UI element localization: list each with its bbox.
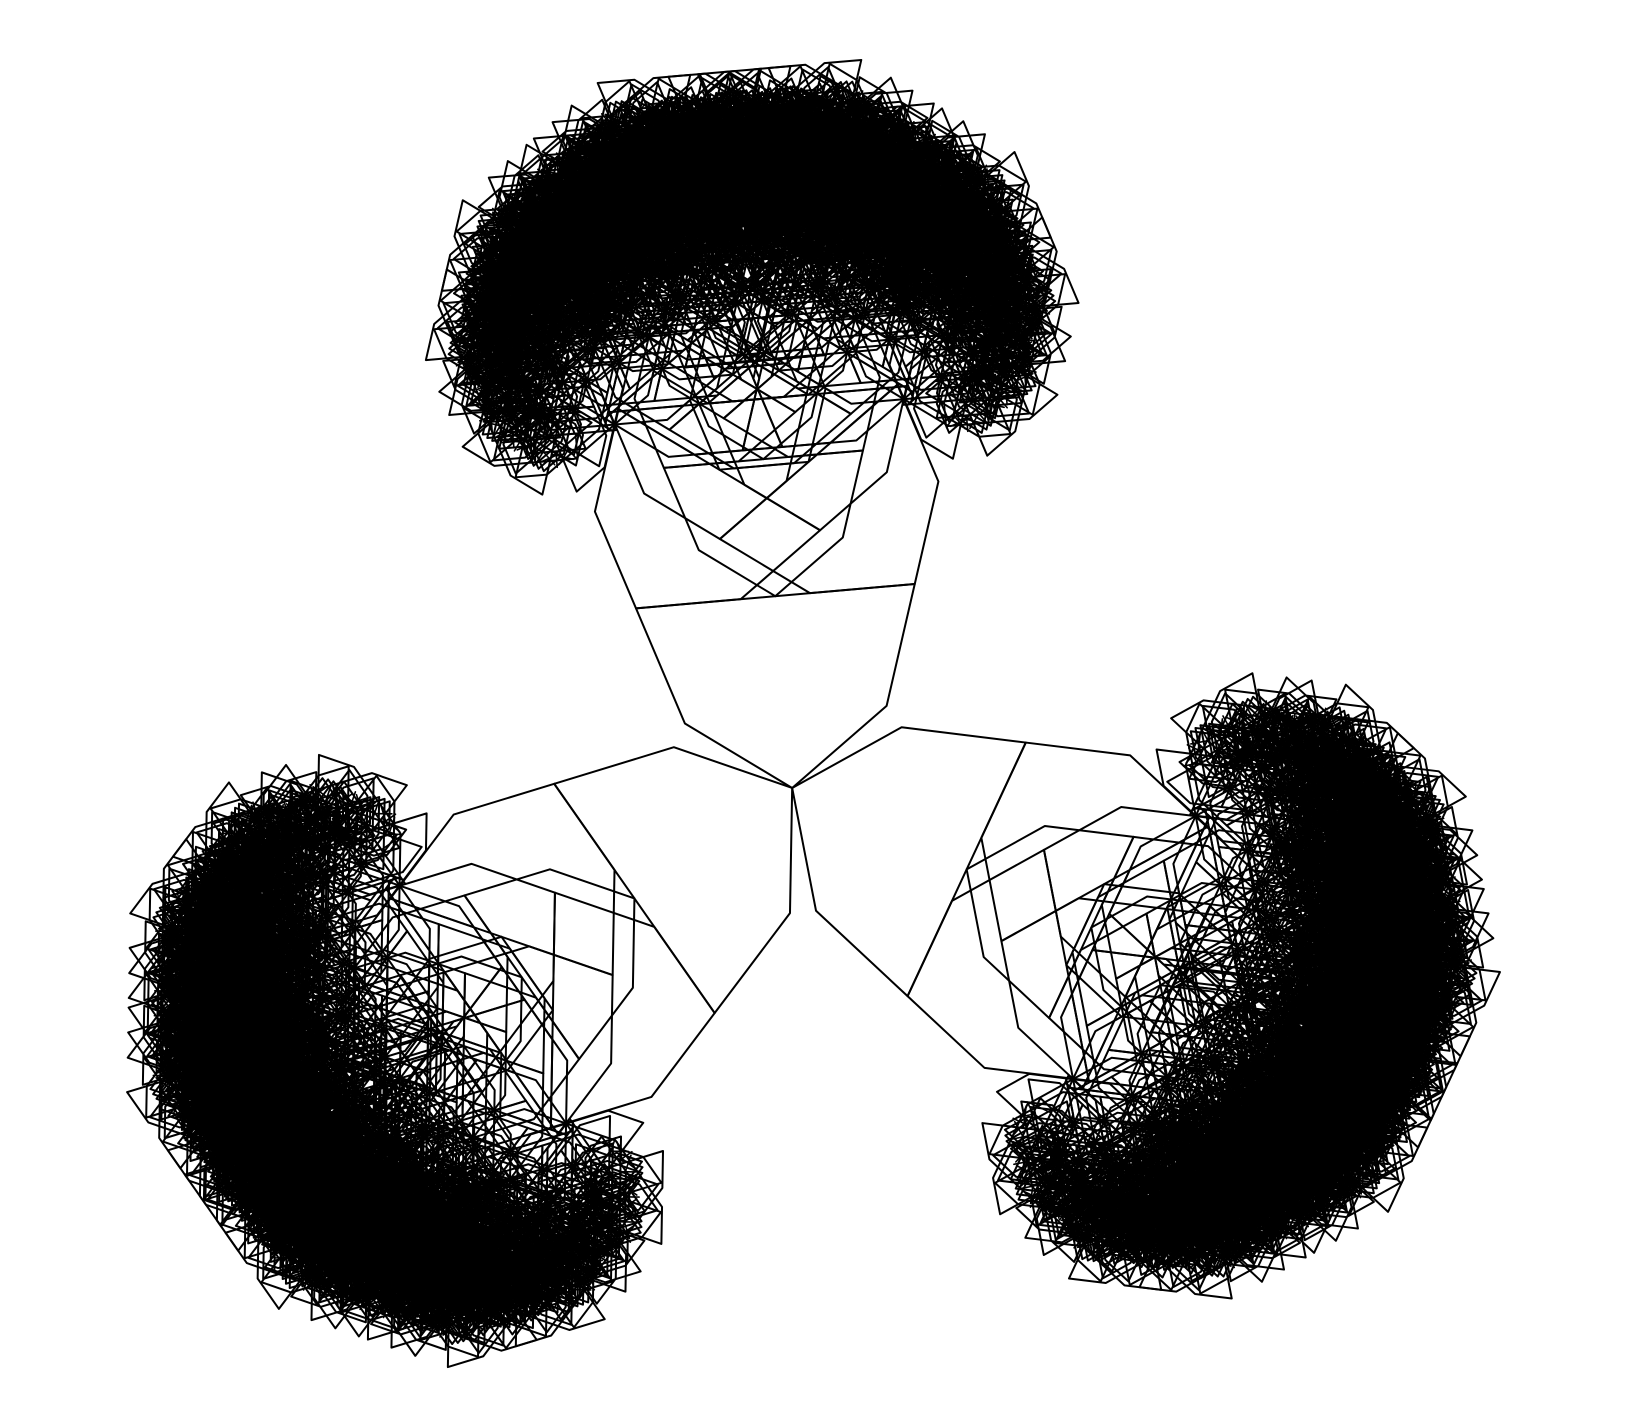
leaf-twig [513, 438, 523, 452]
fractal-tree [126, 58, 1501, 1369]
leaf-twig [475, 384, 489, 391]
leaf-twig [516, 254, 528, 259]
leaf-twig [484, 288, 497, 293]
leaf-twig [480, 345, 493, 352]
pentagon-cell [608, 393, 808, 540]
pentagon-cell [708, 385, 908, 532]
leaf-twig [572, 190, 580, 198]
pentagon-cell [635, 582, 916, 789]
leaf-twig [511, 310, 524, 317]
